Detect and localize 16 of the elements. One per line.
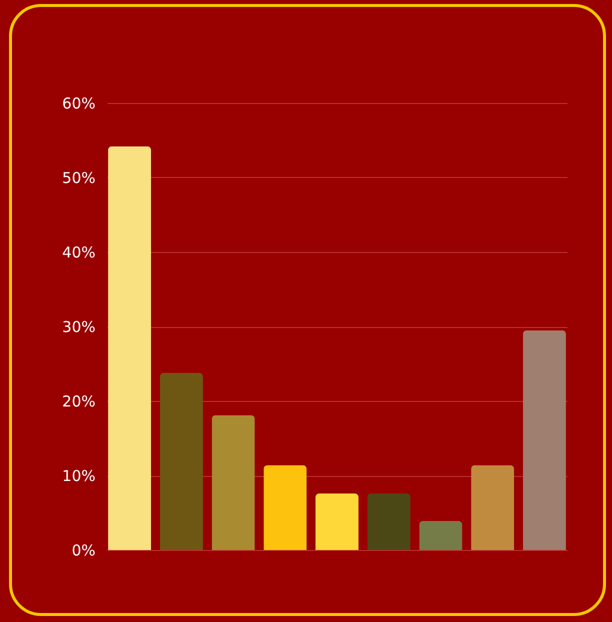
y-tick-label: 30%: [62, 318, 96, 336]
y-tick-label: 40%: [62, 244, 96, 262]
bar: [471, 465, 514, 550]
bar: [160, 372, 203, 550]
y-tick-label: 60%: [62, 94, 96, 112]
y-tick-label: 10%: [62, 467, 96, 485]
bar: [264, 465, 307, 550]
bar: [419, 520, 462, 550]
bar: [315, 493, 359, 550]
bar: [108, 146, 152, 550]
bar: [522, 330, 566, 550]
y-tick-label: 20%: [62, 392, 96, 410]
bar: [367, 493, 410, 550]
bar: [212, 415, 255, 550]
y-tick-label: 0%: [72, 542, 96, 560]
y-tick-label: 50%: [62, 169, 96, 187]
